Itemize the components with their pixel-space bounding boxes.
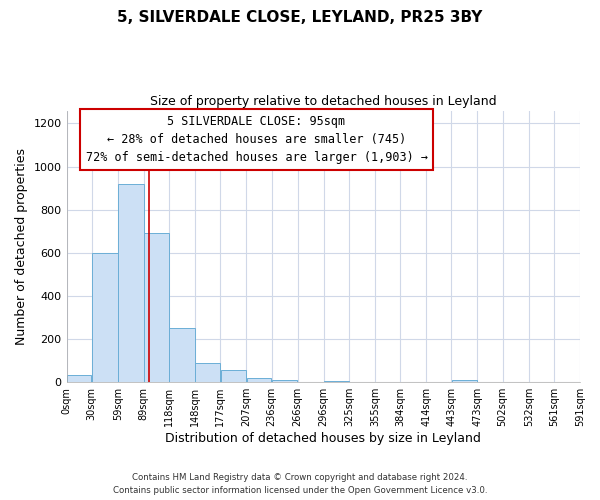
Bar (118, 184, 143, 382)
Bar (67, 374, 91, 382)
Bar (221, 370, 246, 382)
X-axis label: Distribution of detached houses by size in Leyland: Distribution of detached houses by size … (166, 432, 481, 445)
Bar (452, 380, 477, 382)
Bar (247, 378, 271, 382)
Bar (92, 253, 118, 382)
Bar (272, 380, 298, 382)
Text: 5, SILVERDALE CLOSE, LEYLAND, PR25 3BY: 5, SILVERDALE CLOSE, LEYLAND, PR25 3BY (118, 10, 482, 25)
Bar (169, 328, 195, 382)
Bar (144, 234, 169, 382)
Text: 5 SILVERDALE CLOSE: 95sqm
← 28% of detached houses are smaller (745)
72% of semi: 5 SILVERDALE CLOSE: 95sqm ← 28% of detac… (86, 114, 428, 164)
Bar (196, 363, 220, 382)
Title: Size of property relative to detached houses in Leyland: Size of property relative to detached ho… (150, 95, 497, 108)
Bar (324, 381, 349, 382)
Y-axis label: Number of detached properties: Number of detached properties (15, 148, 28, 345)
Text: Contains HM Land Registry data © Crown copyright and database right 2024.
Contai: Contains HM Land Registry data © Crown c… (113, 474, 487, 495)
